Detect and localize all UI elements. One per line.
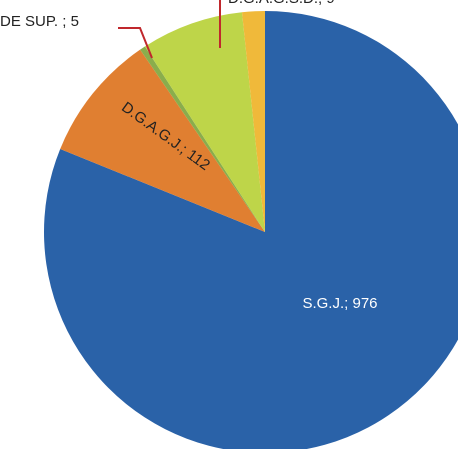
pie-slice: [44, 11, 458, 449]
pie-slice: [241, 11, 265, 232]
data-label: S.G.J.; 976: [302, 295, 377, 312]
data-label: D.G.A.G.S.D.; 9: [228, 0, 335, 7]
leader-line: [118, 27, 153, 59]
data-label: DE SUP. ; 5: [0, 13, 79, 30]
pie-slice: [140, 46, 265, 233]
pie-slice: [60, 49, 265, 232]
pie-slice: [144, 12, 265, 232]
